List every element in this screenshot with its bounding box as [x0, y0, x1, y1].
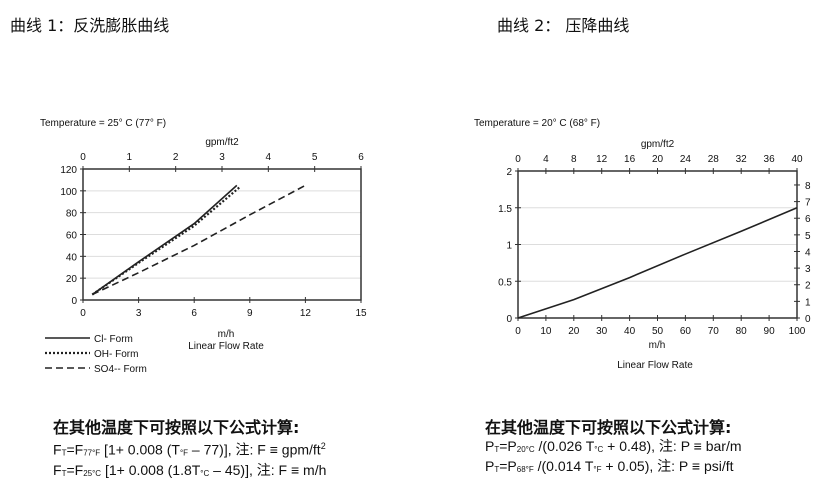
right-y-tick-label: 6 — [805, 214, 811, 225]
x-tick-label: 30 — [596, 326, 608, 337]
x-tick-label: 80 — [736, 326, 748, 337]
x-tick-label: 6 — [191, 308, 197, 319]
formula-line: PT=P68°F /(0.014 T°F + 0.05), 注: P ≡ psi… — [485, 458, 734, 474]
x-tick-label: 40 — [624, 326, 636, 337]
top-x-tick-label: 40 — [791, 154, 803, 165]
top-x-tick-label: 12 — [596, 154, 608, 165]
formula-block-2: 在其他温度下可按照以下公式计算: PT=P20°C /(0.026 T°C + … — [485, 418, 742, 478]
series-line-2 — [91, 184, 306, 296]
top-x-tick-label: 36 — [764, 154, 776, 165]
y-tick-label: 80 — [66, 209, 78, 220]
x-tick-label: 10 — [540, 326, 552, 337]
top-x-tick-label: 4 — [266, 152, 272, 163]
right-y-tick-label: 7 — [805, 198, 811, 209]
formula-line: FT=F77°F [1+ 0.008 (T°F – 77)], 注: F ≡ g… — [53, 441, 326, 458]
right-y-tick-label: 1 — [805, 297, 811, 308]
y-tick-label: 0 — [506, 314, 512, 325]
top-x-axis-label: gpm/ft2 — [641, 139, 675, 150]
x-axis-label: m/h — [649, 340, 666, 351]
top-x-tick-label: 8 — [571, 154, 577, 165]
y-tick-label: 40 — [66, 252, 78, 263]
x-tick-label: 90 — [764, 326, 776, 337]
x-tick-label: 12 — [300, 308, 312, 319]
top-x-tick-label: 6 — [358, 152, 364, 163]
x-tick-label: 20 — [568, 326, 580, 337]
top-x-tick-label: 32 — [736, 154, 748, 165]
top-x-tick-label: 24 — [680, 154, 692, 165]
x-axis-label: m/h — [218, 329, 235, 340]
top-x-tick-label: 16 — [624, 154, 636, 165]
right-y-tick-label: 0 — [805, 314, 811, 325]
chart1-title: 曲线 1：反洗膨胀曲线 — [10, 16, 170, 35]
x-tick-label: 100 — [789, 326, 806, 337]
right-y-tick-label: 5 — [805, 231, 811, 242]
right-y-tick-label: 2 — [805, 281, 811, 292]
series-line-1 — [91, 185, 242, 296]
x-tick-label: 0 — [80, 308, 86, 319]
x-tick-label: 15 — [355, 308, 367, 319]
chart-subtitle: Temperature = 20° C (68° F) — [474, 118, 600, 129]
formula-heading: 在其他温度下可按照以下公式计算: — [485, 418, 732, 437]
x-tick-label: 70 — [708, 326, 720, 337]
y-tick-label: 1.5 — [498, 204, 512, 215]
legend-label: Cl- Form — [94, 334, 133, 345]
y-tick-label: 60 — [66, 231, 78, 242]
top-x-tick-label: 0 — [80, 152, 86, 163]
right-y-tick-label: 4 — [805, 247, 811, 258]
top-x-tick-label: 1 — [127, 152, 133, 163]
top-x-tick-label: 28 — [708, 154, 720, 165]
top-x-tick-label: 4 — [543, 154, 549, 165]
x-tick-label: 0 — [515, 326, 521, 337]
y-tick-label: 120 — [60, 165, 77, 176]
chart2-title: 曲线 2： 压降曲线 — [497, 16, 630, 35]
y-tick-label: 0 — [71, 296, 77, 307]
top-x-tick-label: 3 — [219, 152, 225, 163]
y-tick-label: 2 — [506, 167, 512, 178]
series-line-0 — [517, 207, 798, 319]
top-x-tick-label: 2 — [173, 152, 179, 163]
formula-line: PT=P20°C /(0.026 T°C + 0.48), 注: P ≡ bar… — [485, 438, 742, 454]
formula-heading: 在其他温度下可按照以下公式计算: — [53, 418, 300, 437]
top-x-tick-label: 5 — [312, 152, 318, 163]
legend-label: SO4-- Form — [94, 364, 147, 375]
formula-line: FT=F25°C [1+ 0.008 (1.8T°C – 45)], 注: F … — [53, 461, 327, 478]
x-tick-label: 9 — [247, 308, 253, 319]
right-y-tick-label: 8 — [805, 181, 811, 192]
y-tick-label: 100 — [60, 187, 77, 198]
x-axis-label-2: Linear Flow Rate — [617, 360, 693, 371]
right-y-tick-label: 3 — [805, 264, 811, 275]
y-tick-label: 0.5 — [498, 277, 512, 288]
y-tick-label: 20 — [66, 274, 78, 285]
x-axis-label-2: Linear Flow Rate — [188, 341, 264, 352]
top-x-tick-label: 0 — [515, 154, 521, 165]
top-x-tick-label: 20 — [652, 154, 664, 165]
y-tick-label: 1 — [506, 241, 512, 252]
x-tick-label: 60 — [680, 326, 692, 337]
x-tick-label: 3 — [136, 308, 142, 319]
legend-label: OH- Form — [94, 349, 138, 360]
formula-block-1: 在其他温度下可按照以下公式计算: FT=F77°F [1+ 0.008 (T°F… — [53, 418, 326, 482]
chart-subtitle: Temperature = 25° C (77° F) — [40, 118, 166, 129]
top-x-axis-label: gpm/ft2 — [205, 137, 239, 148]
x-tick-label: 50 — [652, 326, 664, 337]
